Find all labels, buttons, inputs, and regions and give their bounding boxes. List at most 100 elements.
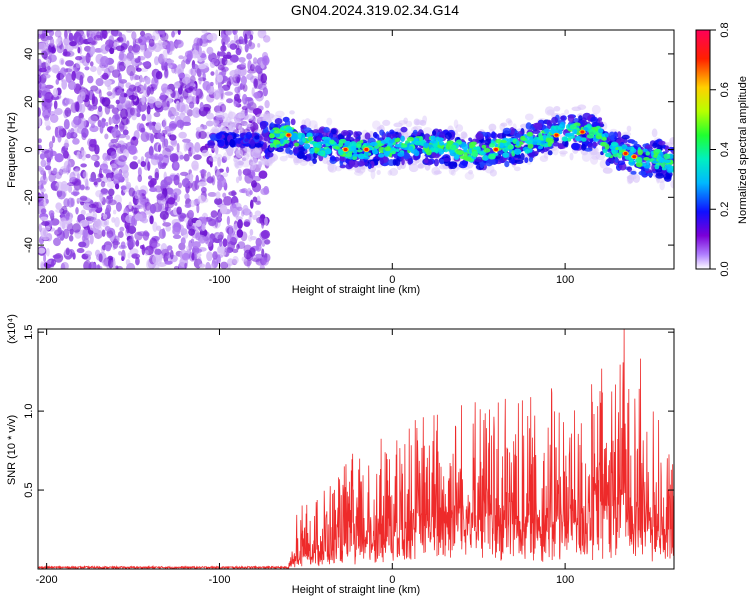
spectrogram-cell [471,150,479,158]
spectrogram-cell [303,143,311,150]
spectrogram-cell [263,136,272,142]
spectrogram-cell [157,144,161,153]
spectrogram-cell [101,189,109,196]
spectrogram-cell [126,238,136,249]
spectrogram-cell [221,56,228,66]
spectrogram-cell [123,58,132,68]
spectrogram-cell [216,169,221,180]
spectrogram-cell [183,104,190,114]
spectrogram-cell [230,233,239,243]
x-tick-label: -100 [208,574,230,586]
spectrogram-cell [491,131,496,139]
spectrogram-cell [339,155,346,162]
spectrogram-cell [63,198,70,208]
spectrogram-cell [324,148,332,155]
spectrogram-cell [379,157,385,165]
spectrogram-cell [216,51,226,57]
spectrogram-cell [241,159,251,168]
spectrogram-cell [626,166,633,172]
spectrogram-cell [309,147,315,155]
spectrogram-cell [71,119,79,128]
spectrogram-cell [69,171,76,182]
spectrogram-cell [551,116,559,124]
spectrogram-cell [355,131,363,137]
spectrogram-cell [432,142,439,148]
spectrogram-cell [434,153,440,159]
spectrogram-cell [173,161,179,169]
spectrogram-cell [243,102,247,109]
spectrogram-cell [144,201,152,211]
spectrogram-cell [77,46,81,54]
spectrogram-cell [285,147,291,154]
spectrogram-cell [259,264,265,269]
spectrogram-cell [191,252,195,261]
spectrogram-cell [302,155,308,161]
spectrogram-cell [123,93,128,98]
spectrogram-cell [302,137,306,143]
spectrogram-cell [598,128,604,134]
spectrogram-cell [569,152,574,161]
spectrogram-cell [52,87,59,98]
spectrogram-cell [51,135,56,144]
spectrogram-cell [252,108,262,116]
spectrogram-cell [289,141,294,149]
spectrogram-cell [251,148,261,159]
spectrogram-cell [600,141,608,147]
spectrogram-cell [255,253,263,259]
spectrogram-cell [227,111,237,120]
spectrogram-cell [152,254,162,265]
spectrogram-cell [499,142,504,148]
spectrogram-cell [94,88,102,94]
spectrogram-cell [217,156,222,167]
spectrogram-cell [136,197,146,208]
spectrogram-cell [59,217,67,227]
spectrogram-cell [236,229,244,238]
spectrogram-cell [273,139,281,145]
spectrogram-cell [64,107,72,117]
spectrogram-cell [124,103,133,109]
spectrogram-cell [52,167,58,174]
spectrogram-cell [400,135,405,142]
spectrogram-cell [143,88,148,97]
spectrogram-cell [117,134,127,139]
spectrogram-cell [149,187,158,193]
spectrogram-cell [87,75,94,84]
spectrogram-cell [111,107,119,115]
spectrogram-cell [526,131,534,137]
spectrogram-cell [131,31,137,40]
spectrogram-cell [157,30,166,35]
spectrogram-cell [93,218,102,230]
spectrogram-cell [209,81,214,87]
spectrogram-cell [86,30,90,38]
spectrogram-cell [118,245,127,250]
spectrogram-cell [169,134,177,141]
spectrogram-cell [38,201,44,207]
spectrogram-cell [172,234,182,239]
spectrogram-cell [119,50,125,61]
spectrogram-cell [658,140,666,146]
spectrogram-cell [101,97,111,107]
spectrogram-cell [164,260,173,265]
spectrogram-cell [102,72,109,80]
spectrogram-cell [264,239,271,245]
spectrogram-cell [635,161,643,168]
spectrogram-cell [158,228,166,240]
spectrogram-cell [337,148,344,154]
spectrogram-cell [120,185,127,190]
spectrogram-cell [82,171,89,179]
spectrogram-cell [173,81,181,89]
spectrogram-cell [226,36,231,43]
spectrogram-cell [85,153,91,159]
spectrogram-cell [48,210,55,217]
spectrogram-cell [273,130,281,134]
spectrogram-cell [122,170,129,179]
spectrogram-cell [128,144,137,155]
spectrogram-cell [202,72,206,82]
spectrogram-cell [142,230,150,241]
spectrogram-cell [165,225,171,232]
spectrogram-cell [155,70,163,80]
spectrogram-cell [146,86,151,96]
spectrogram-cell [373,144,380,149]
spectrogram-cell [137,167,142,177]
spectrogram-cell [180,228,188,236]
